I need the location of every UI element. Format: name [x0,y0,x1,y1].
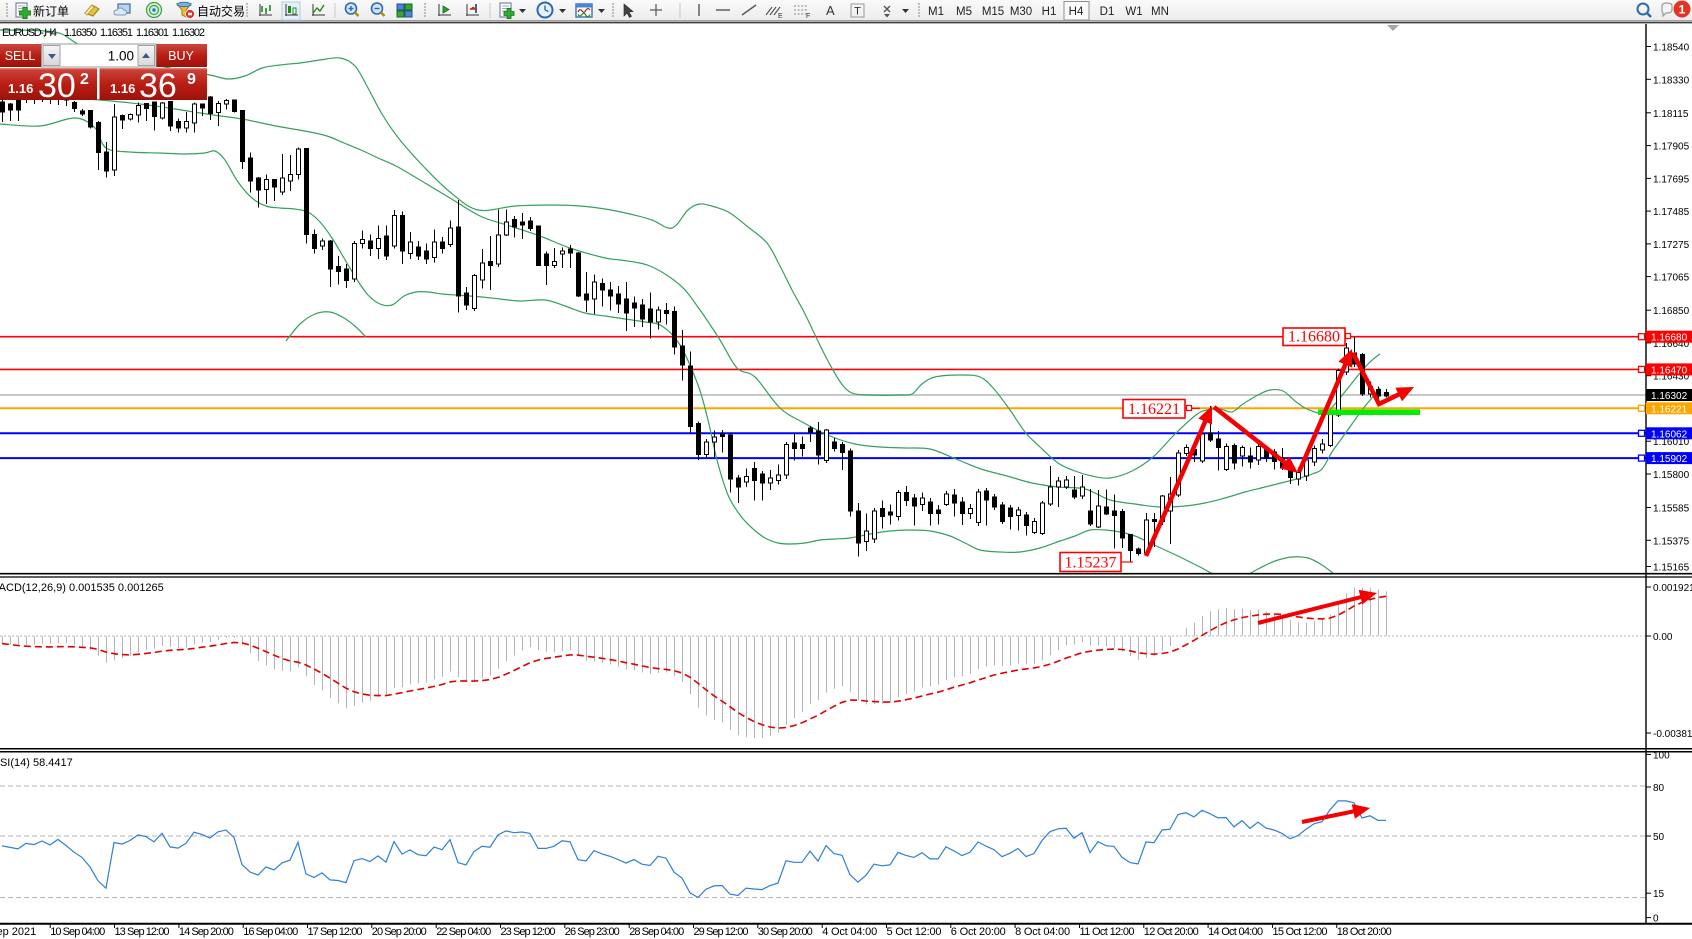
svg-text:1.17905: 1.17905 [1653,142,1690,153]
svg-text:1.16221: 1.16221 [1128,401,1180,418]
svg-text:E: E [778,13,783,20]
svg-text:SELL: SELL [5,49,36,63]
svg-text:5 Oct 12:00: 5 Oct 12:00 [887,926,942,938]
svg-text:6 Oct 20:00: 6 Oct 20:00 [951,926,1006,938]
svg-text:1.16850: 1.16850 [1653,306,1690,317]
svg-text:1.16010: 1.16010 [1653,437,1690,448]
svg-text:M30: M30 [1010,6,1032,18]
svg-text:2: 2 [80,71,89,88]
svg-text:M5: M5 [956,6,972,18]
svg-text:A: A [826,3,835,18]
svg-text:36: 36 [139,67,177,105]
svg-text:1.15375: 1.15375 [1653,536,1690,547]
svg-text:1.16470: 1.16470 [1651,365,1688,376]
svg-text:MN: MN [1151,6,1169,18]
svg-text:1.16430: 1.16430 [1653,372,1690,383]
svg-text:22 Sep 04:00: 22 Sep 04:00 [436,926,491,938]
svg-text:1.15237: 1.15237 [1065,555,1117,572]
svg-text:1: 1 [1679,3,1686,17]
svg-text:14 Sep 20:00: 14 Sep 20:00 [179,926,234,938]
svg-text:16 Sep 04:00: 16 Sep 04:00 [243,926,298,938]
svg-text:MACD(12,26,9) 0.001535 0.00126: MACD(12,26,9) 0.001535 0.001265 [0,582,164,594]
svg-text:1.16301: 1.16301 [136,27,169,39]
svg-text:17 Sep 12:00: 17 Sep 12:00 [308,926,363,938]
svg-text:自动交易: 自动交易 [197,4,245,19]
svg-text:1.16221: 1.16221 [1651,404,1688,415]
svg-text:0.00: 0.00 [1653,632,1673,643]
svg-text:1.15585: 1.15585 [1653,504,1690,515]
svg-text:M1: M1 [928,6,944,18]
svg-text:1.16351: 1.16351 [100,27,133,39]
svg-text:11 Oct 12:00: 11 Oct 12:00 [1080,926,1135,938]
svg-text:10 Sep 04:00: 10 Sep 04:00 [50,926,105,938]
svg-text:18 Oct 20:00: 18 Oct 20:00 [1337,926,1392,938]
svg-text:9: 9 [187,71,196,88]
svg-text:29 Sep 12:00: 29 Sep 12:00 [694,926,749,938]
svg-text:1.16: 1.16 [8,81,33,96]
svg-text:50: 50 [1653,832,1665,843]
svg-text:14 Oct 04:00: 14 Oct 04:00 [1208,926,1263,938]
svg-text:80: 80 [1653,783,1665,794]
svg-text:D1: D1 [1100,6,1115,18]
svg-text:-0.003814: -0.003814 [1653,729,1692,740]
svg-text:28 Sep 04:00: 28 Sep 04:00 [629,926,684,938]
svg-text:1.15902: 1.15902 [1651,454,1688,465]
svg-text:1.18330: 1.18330 [1653,75,1690,86]
svg-text:15: 15 [1653,889,1665,900]
svg-text:4 Oct 04:00: 4 Oct 04:00 [822,926,877,938]
svg-text:1.17695: 1.17695 [1653,174,1690,185]
svg-text:100: 100 [1653,750,1670,761]
svg-text:1.16350: 1.16350 [64,27,97,39]
svg-text:23 Sep 12:00: 23 Sep 12:00 [501,926,556,938]
svg-text:T: T [854,6,861,18]
svg-text:26 Sep 23:00: 26 Sep 23:00 [565,926,620,938]
svg-text:1.17065: 1.17065 [1653,273,1690,284]
svg-text:20 Sep 20:00: 20 Sep 20:00 [372,926,427,938]
svg-text:30 Sep 20:00: 30 Sep 20:00 [758,926,813,938]
svg-text:EURUSD-,H4: EURUSD-,H4 [2,27,57,39]
svg-text:1.17485: 1.17485 [1653,207,1690,218]
svg-text:8 Oct 04:00: 8 Oct 04:00 [1015,926,1070,938]
svg-text:1.18115: 1.18115 [1653,109,1689,120]
svg-text:BUY: BUY [168,49,194,63]
svg-text:H4: H4 [1069,6,1084,18]
svg-text:1.00: 1.00 [108,49,134,64]
svg-text:RSI(14) 58.4417: RSI(14) 58.4417 [0,757,73,769]
svg-text:12 Oct 20:00: 12 Oct 20:00 [1144,926,1199,938]
svg-text:1.15800: 1.15800 [1653,470,1690,481]
svg-text:1.15165: 1.15165 [1653,563,1690,574]
svg-text:1.16302: 1.16302 [1651,391,1688,402]
svg-text:H1: H1 [1042,6,1057,18]
svg-text:1.17275: 1.17275 [1653,240,1690,251]
svg-text:1.16062: 1.16062 [1651,429,1688,440]
svg-text:1.16302: 1.16302 [172,27,205,39]
svg-text:M15: M15 [982,6,1004,18]
svg-text:1.18540: 1.18540 [1653,43,1690,54]
svg-text:0: 0 [1653,914,1659,925]
svg-text:新订单: 新订单 [33,4,69,19]
svg-text:9 Sep 2021: 9 Sep 2021 [0,926,36,938]
svg-text:15 Oct 12:00: 15 Oct 12:00 [1273,926,1328,938]
svg-text:1.16640: 1.16640 [1653,339,1690,350]
svg-text:13 Sep 12:00: 13 Sep 12:00 [115,926,170,938]
svg-text:30: 30 [38,67,76,105]
svg-text:1.16680: 1.16680 [1651,333,1688,344]
svg-text:W1: W1 [1125,6,1142,18]
svg-text:1.16: 1.16 [110,81,135,96]
svg-text:0.001921: 0.001921 [1653,583,1692,594]
svg-text:1.16680: 1.16680 [1288,329,1340,346]
svg-text:F: F [806,13,810,20]
